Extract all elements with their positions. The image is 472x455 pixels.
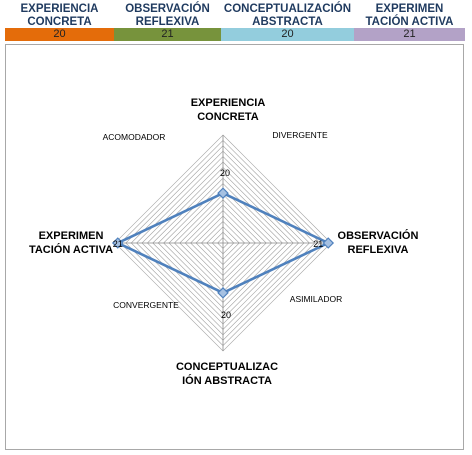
header-col-observacion-reflexiva: OBSERVACIÓN REFLEXIVA 21	[114, 0, 221, 42]
radar-labels: 20 21 20 21 EXPERIENCIA CONCRETA OBSERVACIÓN RE…	[29, 97, 419, 387]
radar-grid	[114, 134, 332, 352]
header-title: EXPERIENCIA CONCRETA	[5, 3, 114, 29]
axis-label: EXPERIENCIA	[191, 97, 266, 109]
axis-label: TACIÓN ACTIVA	[29, 243, 113, 256]
header-title-line: ABSTRACTA	[252, 16, 323, 28]
header-title-line: REFLEXIVA	[135, 16, 200, 28]
header-col-conceptualizacion-abstracta: CONCEPTUALIZACIÓN ABSTRACTA 20	[221, 0, 354, 42]
axis-label: REFLEXIVA	[348, 244, 409, 256]
header-title: OBSERVACIÓN REFLEXIVA	[114, 3, 221, 29]
axis-label: OBSERVACIÓN	[338, 229, 419, 242]
header-title: CONCEPTUALIZACIÓN ABSTRACTA	[221, 3, 354, 29]
header-score: 21	[354, 28, 465, 41]
header-col-experiencia-concreta: EXPERIENCIA CONCRETA 20	[5, 0, 114, 42]
chart-area: 20 21 20 21 EXPERIENCIA CONCRETA OBSERVACIÓN RE…	[5, 44, 464, 450]
header-score: 21	[114, 28, 221, 41]
quadrant-label: CONVERGENTE	[113, 300, 179, 310]
style-scores-header: EXPERIENCIA CONCRETA 20 OBSERVACIÓN REFL…	[5, 0, 465, 42]
data-point	[217, 187, 229, 199]
header-score: 20	[221, 28, 354, 41]
axis-label: IÓN ABSTRACTA	[182, 374, 272, 387]
header-score: 20	[5, 28, 114, 41]
axis-label: CONCRETA	[197, 111, 259, 123]
header-title: EXPERIMEN TACIÓN ACTIVA	[354, 3, 465, 29]
data-label: 21	[313, 239, 323, 249]
header-title-line: EXPERIENCIA	[20, 3, 99, 15]
data-label: 20	[221, 310, 231, 320]
quadrant-label: ACOMODADOR	[103, 132, 166, 142]
axis-label: CONCEPTUALIZAC	[176, 361, 278, 373]
data-point	[322, 237, 335, 249]
header-col-experimentacion-activa: EXPERIMEN TACIÓN ACTIVA 21	[354, 0, 465, 42]
header-title-line: OBSERVACIÓN	[125, 3, 210, 15]
header-title-line: CONCEPTUALIZACIÓN	[223, 3, 352, 15]
quadrant-label: DIVERGENTE	[272, 130, 328, 140]
header-title-line: TACIÓN ACTIVA	[365, 16, 454, 28]
data-label: 20	[220, 168, 230, 178]
data-point	[111, 237, 124, 249]
axis-label: EXPERIMEN	[39, 230, 104, 242]
header-title-line: CONCRETA	[27, 16, 92, 28]
quadrant-label: ASIMILADOR	[290, 294, 342, 304]
radar-chart: 20 21 20 21 EXPERIENCIA CONCRETA OBSERVACIÓN RE…	[29, 97, 419, 387]
header-title-line: EXPERIMEN	[375, 3, 444, 15]
data-point	[217, 287, 229, 299]
data-label: 21	[113, 239, 123, 249]
radar-series	[111, 187, 335, 299]
